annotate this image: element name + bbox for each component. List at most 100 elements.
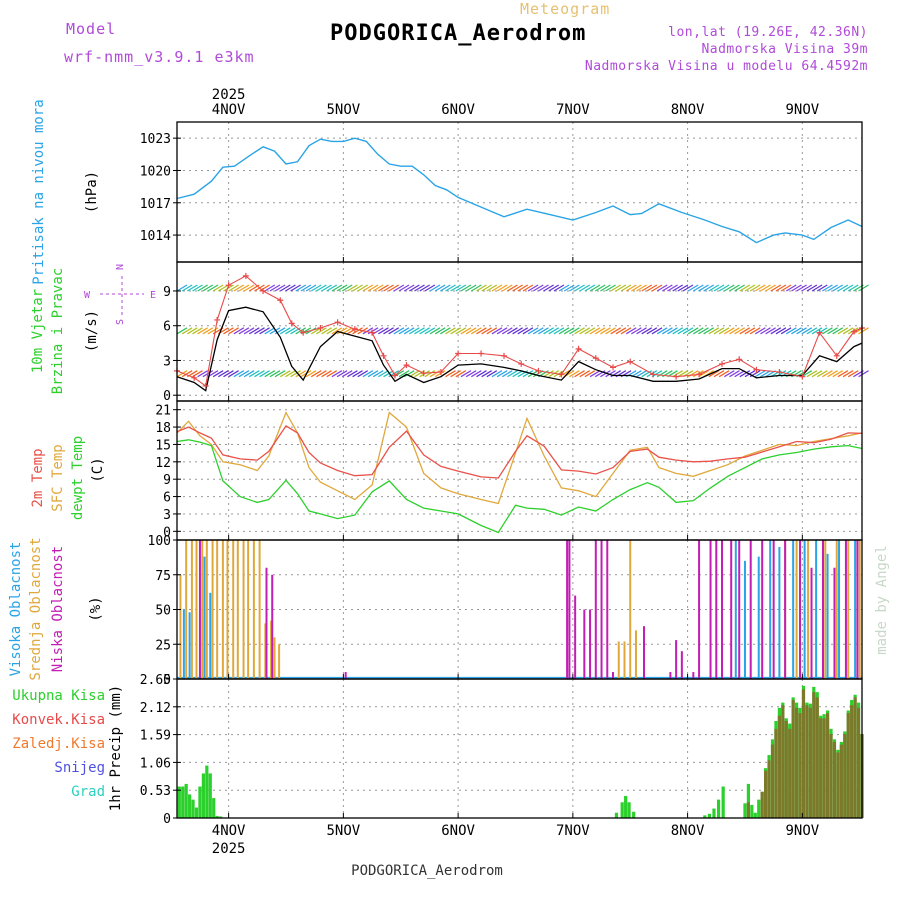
compass-cross bbox=[100, 276, 144, 318]
wind-barb bbox=[667, 327, 678, 335]
wind-barb bbox=[594, 327, 606, 335]
precip-total-bar bbox=[188, 794, 192, 818]
wind-gust-marker bbox=[214, 316, 221, 323]
ytick-label-temperature: 3 bbox=[163, 508, 171, 523]
wind-gust-marker bbox=[288, 320, 295, 327]
wind-barb bbox=[698, 327, 709, 335]
wind-barb bbox=[806, 327, 818, 335]
precip-conv-bar bbox=[760, 791, 764, 818]
wind-barb bbox=[269, 370, 281, 378]
wind-barb bbox=[584, 284, 596, 292]
wind-barb bbox=[822, 284, 833, 292]
wind-barb bbox=[822, 327, 833, 335]
ytick-label-clouds: 25 bbox=[155, 638, 171, 653]
precip-conv-bar bbox=[843, 734, 847, 818]
wind-barb bbox=[228, 327, 239, 335]
wind-barb bbox=[677, 284, 689, 292]
wind-barb bbox=[615, 327, 627, 335]
wind-barb bbox=[248, 370, 260, 378]
wind-barb bbox=[445, 284, 456, 292]
xtick-bottom-7NOV: 7NOV bbox=[556, 823, 590, 839]
wind-barb bbox=[847, 370, 859, 378]
wind-barb bbox=[285, 284, 296, 292]
label-pressure: Pritisak na nivou mora bbox=[31, 99, 47, 284]
xtick-top-7NOV: 7NOV bbox=[556, 102, 590, 118]
xtick-bottom-6NOV: 6NOV bbox=[441, 823, 475, 839]
wind-barb bbox=[842, 284, 854, 292]
precip-total-bar bbox=[194, 807, 199, 818]
wind-barb bbox=[558, 284, 570, 292]
wind-barb bbox=[739, 284, 751, 292]
precip-conv-bar bbox=[825, 713, 830, 818]
wind-barb bbox=[496, 370, 508, 378]
precip-conv-bar bbox=[788, 728, 792, 818]
wind-barb bbox=[687, 284, 699, 292]
legend-precip-0: Ukupna Kisa bbox=[12, 688, 105, 704]
wind-barb bbox=[569, 284, 580, 292]
precip-total-bar bbox=[205, 765, 209, 818]
label-cloud-high: Visoka Oblacnost bbox=[8, 542, 24, 677]
wind-barb bbox=[465, 327, 477, 335]
ytick-label-temperature: 21 bbox=[155, 404, 171, 419]
wind-barb bbox=[285, 370, 296, 378]
wind-barb bbox=[248, 327, 260, 335]
wind-barb bbox=[259, 370, 270, 378]
wind-barb bbox=[316, 327, 327, 335]
wind-barb bbox=[290, 284, 301, 292]
wind-barb bbox=[465, 284, 477, 292]
wind-barb bbox=[687, 327, 699, 335]
wind-gust-marker bbox=[317, 325, 324, 332]
frame-layer bbox=[173, 121, 863, 819]
wind-barb bbox=[336, 370, 348, 378]
precip-total-bar bbox=[627, 802, 631, 818]
precip-total-bar bbox=[753, 812, 757, 818]
wind-barb bbox=[734, 327, 745, 335]
wind-barb bbox=[471, 327, 482, 335]
wind-barb bbox=[760, 284, 771, 292]
wind-barb bbox=[837, 370, 849, 378]
wind-gust-marker bbox=[816, 329, 823, 336]
wind-barb bbox=[770, 327, 782, 335]
ytick-label-temperature: 6 bbox=[163, 491, 171, 506]
wind-barb bbox=[481, 327, 492, 335]
page-title: PODGORICA_Aerodrom bbox=[330, 21, 587, 46]
precip-conv-bar bbox=[839, 744, 843, 818]
wind-gust-marker bbox=[833, 352, 840, 359]
wind-barb bbox=[465, 370, 477, 378]
label-cloud-unit: (%) bbox=[88, 596, 104, 621]
wind-barb bbox=[455, 327, 467, 335]
wind-barb bbox=[274, 370, 286, 378]
wind-barb bbox=[858, 370, 869, 378]
wind-barb bbox=[197, 370, 208, 378]
wind-barb bbox=[584, 370, 596, 378]
wind-barb bbox=[326, 370, 338, 378]
precip-conv-bar bbox=[856, 707, 861, 818]
elevation-text: Nadmorska Visina 39m bbox=[701, 42, 868, 57]
year-bottom: 2025 bbox=[212, 841, 246, 857]
wind-barb bbox=[491, 284, 503, 292]
wind-barb bbox=[749, 284, 761, 292]
wind-barb bbox=[651, 327, 663, 335]
wind-barb bbox=[569, 327, 580, 335]
wind-barb bbox=[713, 284, 725, 292]
wind-barb bbox=[362, 284, 374, 292]
ytick-label-wind: 3 bbox=[163, 354, 171, 369]
wind-barb bbox=[811, 370, 823, 378]
ytick-label-precip: 2.65 bbox=[140, 673, 171, 688]
wind-barb bbox=[259, 327, 270, 335]
label-temp-dew: dewpt Temp bbox=[70, 436, 86, 520]
wind-barb bbox=[765, 284, 776, 292]
wind-barb bbox=[269, 327, 281, 335]
wind-barb bbox=[310, 370, 322, 378]
wind-barb bbox=[440, 327, 451, 335]
wind-barb bbox=[202, 327, 214, 335]
wind-barb bbox=[352, 327, 363, 335]
precip-total-bar bbox=[191, 799, 195, 818]
wind-gust-marker bbox=[403, 362, 410, 369]
wind-barb bbox=[718, 370, 730, 378]
wind-barb bbox=[713, 327, 725, 335]
wind-barb bbox=[713, 370, 725, 378]
wind-barb bbox=[419, 327, 430, 335]
wind-barb bbox=[450, 370, 461, 378]
wind-barb bbox=[409, 327, 420, 335]
